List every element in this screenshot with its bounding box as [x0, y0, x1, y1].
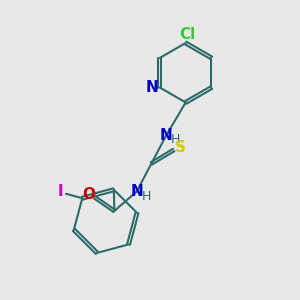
Text: S: S: [175, 140, 186, 154]
Text: H: H: [141, 190, 151, 202]
Text: I: I: [57, 184, 63, 199]
Text: N: N: [146, 80, 159, 95]
Text: Cl: Cl: [179, 27, 195, 42]
Text: N: N: [160, 128, 173, 142]
Text: H: H: [171, 133, 181, 146]
Text: O: O: [82, 187, 95, 202]
Text: N: N: [130, 184, 143, 199]
